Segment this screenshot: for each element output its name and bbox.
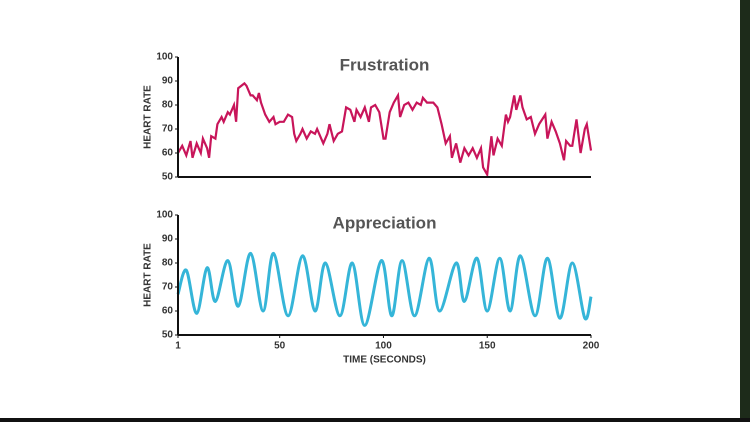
data-line: [177, 81, 593, 179]
y-tick-label: 70: [162, 282, 174, 293]
y-tick-label: 60: [162, 306, 174, 317]
y-axis-label: HEART RATE: [143, 243, 154, 307]
x-tick-label: 150: [479, 341, 496, 352]
y-tick-label: 100: [156, 210, 173, 221]
y-tick-label: 90: [162, 76, 174, 87]
y-tick-label: 60: [162, 148, 174, 159]
y-tick-label: 50: [162, 330, 174, 341]
y-tick-label: 70: [162, 124, 174, 135]
y-tick-label: 90: [162, 234, 174, 245]
x-tick-label: 100: [375, 341, 392, 352]
y-tick-label: 80: [162, 100, 174, 111]
chart-title: Appreciation: [333, 213, 437, 232]
chart-title: Frustration: [340, 55, 430, 74]
x-tick-label: 1: [175, 341, 181, 352]
x-tick-label: 200: [583, 341, 600, 352]
x-axis-label: TIME (SECONDS): [343, 355, 426, 366]
y-axis-label: HEART RATE: [143, 85, 154, 149]
edge: [740, 0, 750, 422]
x-tick-label: 50: [274, 341, 286, 352]
data-line: [176, 251, 593, 327]
edge: [0, 418, 750, 422]
y-tick-label: 50: [162, 172, 174, 183]
y-tick-label: 80: [162, 258, 174, 269]
y-tick-label: 100: [156, 52, 173, 63]
